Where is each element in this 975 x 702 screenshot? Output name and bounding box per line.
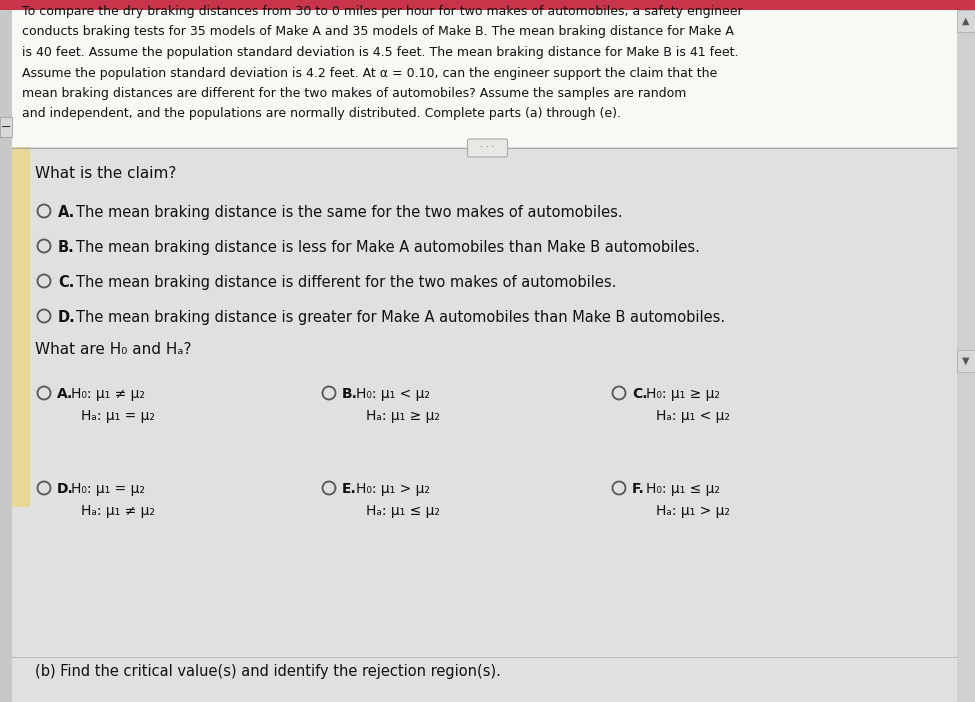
Text: Hₐ: μ₁ > μ₂: Hₐ: μ₁ > μ₂: [656, 504, 730, 518]
Text: E.: E.: [342, 482, 357, 496]
Bar: [957, 350, 975, 372]
Text: A.: A.: [57, 387, 73, 401]
Text: mean braking distances are different for the two makes of automobiles? Assume th: mean braking distances are different for…: [22, 87, 686, 100]
Text: D.: D.: [58, 310, 76, 325]
Text: conducts braking tests for 35 models of Make A and 35 models of Make B. The mean: conducts braking tests for 35 models of …: [22, 25, 734, 39]
Text: is 40 feet. Assume the population standard deviation is 4.5 feet. The mean braki: is 40 feet. Assume the population standa…: [22, 46, 738, 59]
Bar: [957, 0, 975, 702]
Text: What are H₀ and Hₐ?: What are H₀ and Hₐ?: [35, 342, 191, 357]
Bar: [12, 0, 957, 147]
Text: The mean braking distance is the same for the two makes of automobiles.: The mean braking distance is the same fo…: [76, 205, 623, 220]
Text: −: −: [1, 121, 12, 133]
Text: What is the claim?: What is the claim?: [35, 166, 176, 181]
Text: A.: A.: [58, 205, 75, 220]
Text: The mean braking distance is different for the two makes of automobiles.: The mean braking distance is different f…: [76, 275, 616, 290]
Text: and independent, and the populations are normally distributed. Complete parts (a: and independent, and the populations are…: [22, 107, 621, 121]
Text: Hₐ: μ₁ = μ₂: Hₐ: μ₁ = μ₂: [81, 409, 155, 423]
Text: (b) Find the critical value(s) and identify the rejection region(s).: (b) Find the critical value(s) and ident…: [35, 664, 501, 679]
Text: ▲: ▲: [962, 16, 970, 26]
Text: H₀: μ₁ > μ₂: H₀: μ₁ > μ₂: [356, 482, 430, 496]
Text: Hₐ: μ₁ ≤ μ₂: Hₐ: μ₁ ≤ μ₂: [366, 504, 440, 518]
Text: B.: B.: [58, 240, 75, 255]
Text: The mean braking distance is greater for Make A automobiles than Make B automobi: The mean braking distance is greater for…: [76, 310, 725, 325]
Text: Hₐ: μ₁ < μ₂: Hₐ: μ₁ < μ₂: [656, 409, 730, 423]
Bar: [0, 0, 975, 10]
Text: Hₐ: μ₁ ≠ μ₂: Hₐ: μ₁ ≠ μ₂: [81, 504, 155, 518]
Text: C.: C.: [632, 387, 647, 401]
Text: Assume the population standard deviation is 4.2 feet. At α = 0.10, can the engin: Assume the population standard deviation…: [22, 67, 718, 79]
Text: F.: F.: [632, 482, 644, 496]
Bar: [12, 147, 957, 702]
FancyBboxPatch shape: [467, 139, 508, 157]
Bar: [957, 10, 975, 32]
Text: ▼: ▼: [962, 356, 970, 366]
Text: Hₐ: μ₁ ≥ μ₂: Hₐ: μ₁ ≥ μ₂: [366, 409, 440, 423]
Text: H₀: μ₁ = μ₂: H₀: μ₁ = μ₂: [71, 482, 145, 496]
Text: To compare the dry braking distances from 30 to 0 miles per hour for two makes o: To compare the dry braking distances fro…: [22, 5, 743, 18]
Text: H₀: μ₁ ≤ μ₂: H₀: μ₁ ≤ μ₂: [646, 482, 720, 496]
Text: H₀: μ₁ ≥ μ₂: H₀: μ₁ ≥ μ₂: [646, 387, 720, 401]
Text: The mean braking distance is less for Make A automobiles than Make B automobiles: The mean braking distance is less for Ma…: [76, 240, 700, 255]
Bar: [0, 117, 12, 137]
Bar: [12, 147, 30, 507]
Text: B.: B.: [342, 387, 358, 401]
Text: D.: D.: [57, 482, 74, 496]
Text: · · ·: · · ·: [481, 143, 494, 152]
Text: C.: C.: [58, 275, 74, 290]
Text: H₀: μ₁ < μ₂: H₀: μ₁ < μ₂: [356, 387, 430, 401]
Text: H₀: μ₁ ≠ μ₂: H₀: μ₁ ≠ μ₂: [71, 387, 145, 401]
